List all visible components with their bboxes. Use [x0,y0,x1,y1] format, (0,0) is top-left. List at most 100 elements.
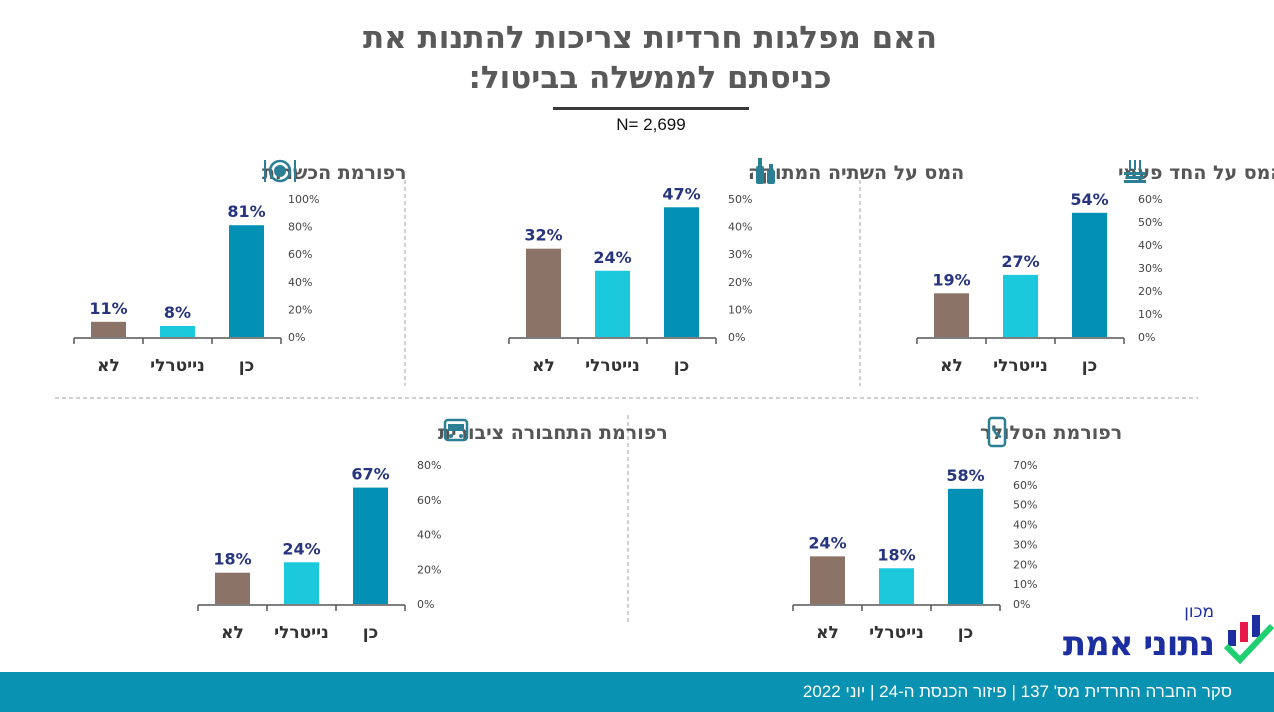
y-tick-label: 60% [1013,479,1037,492]
bar-no [215,572,250,604]
y-tick-label: 60% [1138,193,1162,206]
value-label: 58% [946,466,984,485]
bar-neutral [1003,274,1038,337]
value-label: 8% [164,303,191,322]
value-label: 54% [1070,190,1108,209]
chart-2: המס על השתיה המתוקה 0% 10% 20% 30% 40% 50% 32% ל… [508,158,964,376]
plates-fork-icon [1124,160,1146,183]
bar-no [934,293,969,337]
y-tick-label: 20% [288,303,312,316]
plate-cutlery-icon [264,159,296,183]
bar-no [91,321,126,337]
y-tick-label: 40% [417,529,441,542]
category-label: לא [97,356,120,376]
y-tick-label: 20% [1013,558,1037,571]
y-tick-label: 60% [288,248,312,261]
sample-size: N= 2,699 [616,115,686,134]
y-tick-label: 50% [728,193,752,206]
bar-no [810,556,845,604]
y-tick-label: 0% [1013,598,1030,611]
category-label: נייטרלי [993,356,1048,376]
y-tick-label: 30% [728,248,752,261]
y-tick-label: 0% [417,598,434,611]
y-tick-label: 40% [1013,519,1037,532]
category-label: כן [958,623,973,643]
value-label: 18% [213,550,251,569]
category-label: לא [221,623,244,643]
page-title-line1: האם מפלגות חרדיות צריכות להתנות את [362,20,938,56]
bar-yes [229,225,264,337]
y-tick-label: 20% [417,563,441,576]
chart-title: המס על השתיה המתוקה [748,162,964,184]
chart-title: רפורמת התחבורה ציבורית [438,422,668,444]
y-tick-label: 80% [417,459,441,472]
bar-yes [664,207,699,337]
category-label: כן [363,623,378,643]
y-tick-label: 0% [288,331,305,344]
y-tick-label: 100% [288,193,319,206]
footer-bar: סקר החברה החרדית מס' 137 | פיזור הכנסת ה… [0,672,1274,712]
value-label: 32% [524,226,562,245]
y-tick-label: 50% [1013,499,1037,512]
y-tick-label: 10% [728,303,752,316]
value-label: 19% [932,270,970,289]
y-tick-label: 70% [1013,459,1037,472]
logo-text-small: מכון [1184,602,1214,622]
y-tick-label: 20% [1138,285,1162,298]
y-tick-label: 30% [1138,262,1162,275]
value-label: 18% [877,545,915,564]
category-label: כן [1082,356,1097,376]
bottles-icon [756,158,775,184]
bar-neutral [284,562,319,604]
value-label: 24% [282,539,320,558]
logo-text: נתוני אמת [1062,624,1215,664]
y-tick-label: 20% [728,276,752,289]
y-tick-label: 0% [1138,331,1155,344]
y-tick-label: 40% [728,221,752,234]
y-tick-label: 0% [728,331,745,344]
category-label: לא [940,356,963,376]
value-label: 24% [808,533,846,552]
value-label: 81% [227,202,265,221]
chart-3: רפורמת הכשרות 0% 20% 40% 60% 80% 100% 11% לא 8% ני… [73,159,406,376]
bar-yes [353,487,388,604]
chart-title: רפורמת הכשרות [262,162,406,184]
y-tick-label: 40% [288,276,312,289]
bar-neutral [160,325,195,337]
category-label: לא [532,356,555,376]
category-label: נייטרלי [585,356,640,376]
chart-title: המס על החד פעמי [1118,162,1274,184]
y-tick-label: 10% [1013,578,1037,591]
bar-neutral [879,568,914,604]
y-tick-label: 40% [1138,239,1162,252]
y-tick-label: 60% [417,494,441,507]
bar-yes [1072,212,1107,337]
bar-no [526,248,561,337]
y-tick-label: 80% [288,221,312,234]
value-label: 47% [662,184,700,203]
dividers [55,180,1198,622]
y-tick-label: 50% [1138,216,1162,229]
category-label: כן [239,356,254,376]
category-label: נייטרלי [274,623,329,643]
footer-text: סקר החברה החרדית מס' 137 | פיזור הכנסת ה… [802,682,1232,701]
value-label: 24% [593,248,631,267]
chart-1: המס על החד פעמי 0% 10% 20% 30% 40% 50% 60% 19% לא… [916,160,1274,376]
bus-icon [443,418,469,442]
title-underline [553,107,749,110]
chart-4: רפורמת התחבורה ציבורית 0% 20% 40% 60% 80% 18% ל… [197,418,668,643]
bar-neutral [595,270,630,337]
chart-title: רפורמת הסלולר [980,422,1122,444]
value-label: 67% [351,465,389,484]
category-label: נייטרלי [869,623,924,643]
page-title-line2: כניסתם לממשלה בביטול: [468,60,832,96]
mobile-phone-icon [987,416,1007,448]
category-label: לא [816,623,839,643]
bar-yes [948,488,983,604]
logo-mark-icon [1223,615,1274,665]
y-tick-label: 30% [1013,538,1037,551]
value-label: 27% [1001,252,1039,271]
chart-5: רפורמת הסלולר 0% 10% 20% 30% 40% 50% 60% 70% 24% ל… [792,416,1122,643]
y-tick-label: 10% [1138,308,1162,321]
